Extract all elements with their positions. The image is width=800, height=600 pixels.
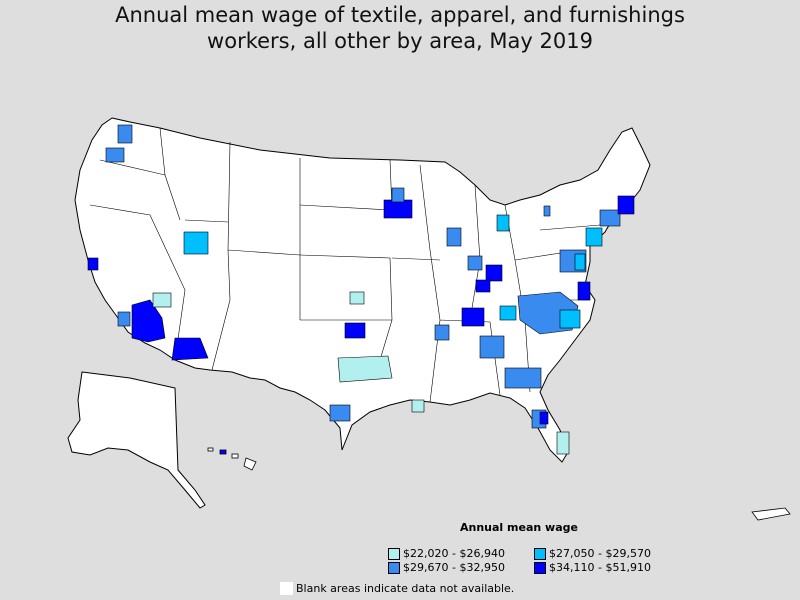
data-regions xyxy=(87,124,635,455)
title-line-2: workers, all other by area, May 2019 xyxy=(207,29,593,53)
legend-swatch-1 xyxy=(388,547,400,560)
hawaii xyxy=(207,447,257,471)
legend-label-4: $34,110 - $51,910 xyxy=(549,561,651,574)
region-tampa-inner xyxy=(539,411,549,425)
region-chicago xyxy=(446,227,462,247)
legend-swatch-2 xyxy=(534,547,546,560)
legend-label-3: $29,670 - $32,950 xyxy=(403,561,505,574)
legend-item-4: $34,110 - $51,910 xyxy=(534,561,651,574)
region-las-vegas xyxy=(152,292,172,308)
region-arkansas xyxy=(434,324,450,341)
region-phoenix xyxy=(171,337,209,361)
region-georgia xyxy=(504,367,542,389)
region-nashville xyxy=(499,305,517,321)
region-ny xyxy=(585,227,603,247)
region-riverside xyxy=(131,299,166,343)
region-indiana xyxy=(467,255,483,271)
region-ohio xyxy=(485,264,503,282)
region-minnesota-n xyxy=(391,187,405,203)
region-nc-coast xyxy=(559,309,581,329)
map-title: Annual mean wage of textile, apparel, an… xyxy=(0,2,800,54)
region-seattle xyxy=(117,124,133,144)
region-tennessee xyxy=(461,307,485,327)
region-florida-se xyxy=(556,431,570,455)
region-pa-inner xyxy=(574,253,586,271)
region-virginia xyxy=(577,281,591,301)
region-oklahoma xyxy=(349,291,365,305)
blank-areas-note: Blank areas indicate data not available. xyxy=(280,582,514,595)
note-text: Blank areas indicate data not available. xyxy=(296,582,515,595)
region-michigan xyxy=(496,214,510,232)
region-texas-dfw xyxy=(337,355,393,383)
legend-title: Annual mean wage xyxy=(460,521,578,534)
region-minneapolis xyxy=(383,199,413,219)
title-line-1: Annual mean wage of textile, apparel, an… xyxy=(115,3,685,27)
legend-item-1: $22,020 - $26,940 xyxy=(388,547,505,560)
legend-swatch-4 xyxy=(534,561,546,574)
region-sf-bay xyxy=(87,257,99,271)
legend-label-2: $27,050 - $29,570 xyxy=(549,547,651,560)
region-boston xyxy=(617,195,635,215)
legend-label-1: $22,020 - $26,940 xyxy=(403,547,505,560)
region-upstate-ny xyxy=(543,205,551,217)
puerto-rico xyxy=(751,507,791,521)
legend-item-3: $29,670 - $32,950 xyxy=(388,561,505,574)
region-sc xyxy=(479,335,505,359)
region-portland xyxy=(105,147,125,163)
region-san-antonio xyxy=(329,404,351,422)
alaska xyxy=(67,371,206,509)
region-gulf xyxy=(411,399,425,413)
legend-item-2: $27,050 - $29,570 xyxy=(534,547,651,560)
region-nyc xyxy=(599,209,621,227)
legend-swatch-3 xyxy=(388,561,400,574)
region-la xyxy=(117,311,131,327)
region-kentucky xyxy=(475,279,491,293)
region-kansas xyxy=(344,322,366,339)
region-salt-lake xyxy=(183,231,209,255)
blank-swatch xyxy=(280,582,293,595)
